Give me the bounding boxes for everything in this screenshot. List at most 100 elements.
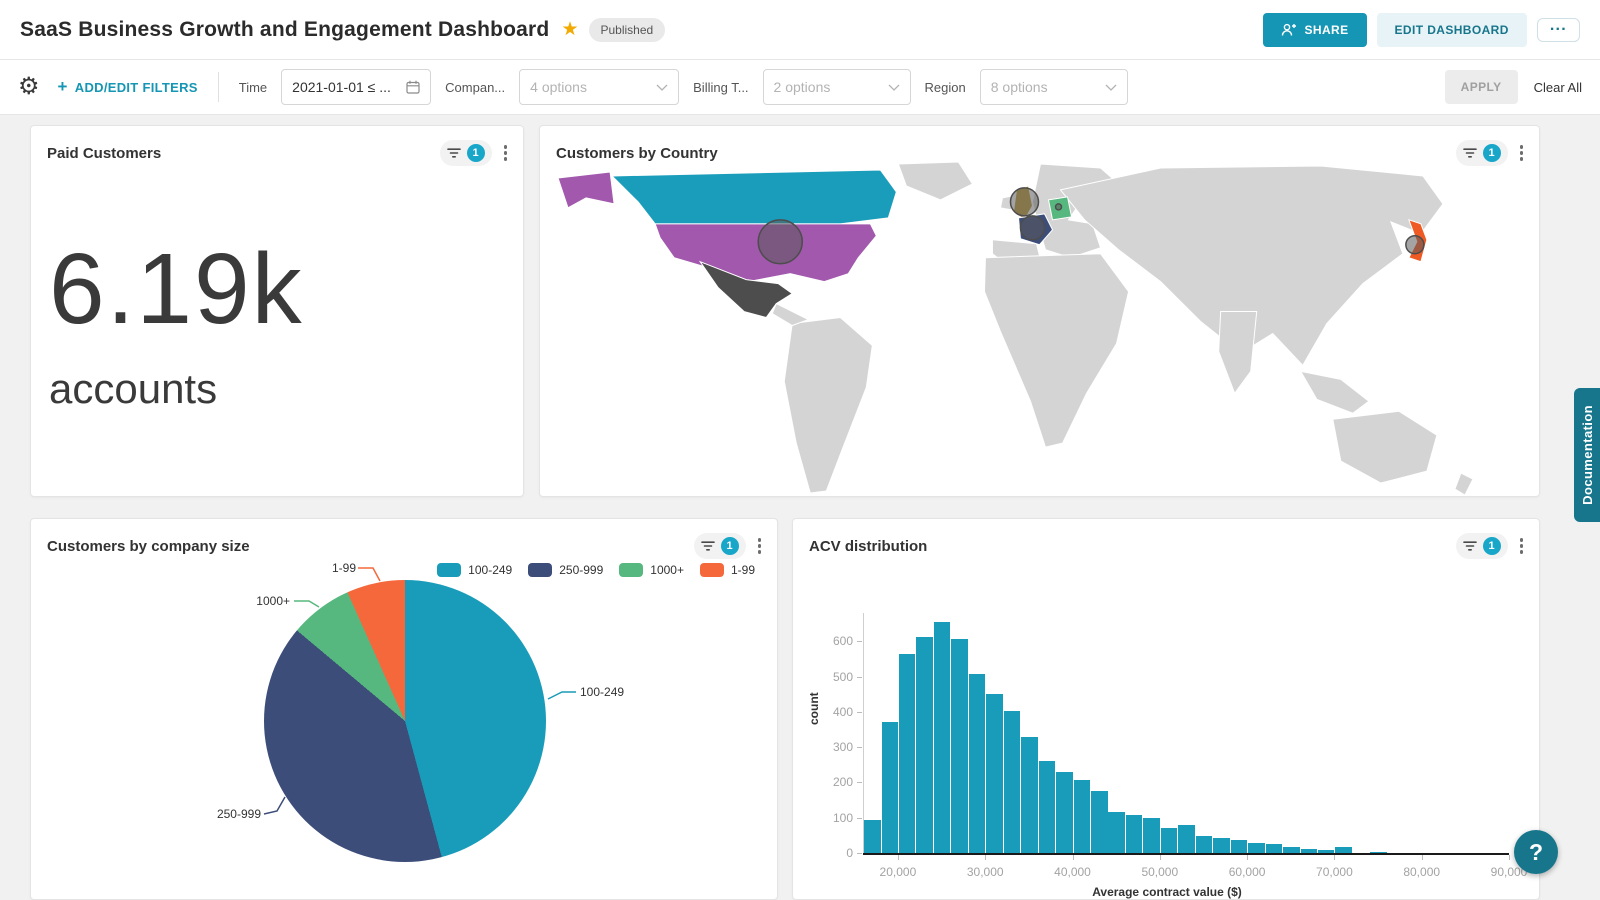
clear-all-button[interactable]: Clear All bbox=[1533, 79, 1582, 95]
x-tick-label: 50,000 bbox=[1141, 865, 1179, 879]
histogram-bar[interactable] bbox=[1213, 837, 1230, 853]
south-america-shape bbox=[783, 317, 873, 494]
documentation-tab[interactable]: Documentation bbox=[1574, 388, 1600, 522]
filter-count-badge: 1 bbox=[466, 144, 485, 162]
histogram-bar[interactable] bbox=[1335, 847, 1352, 853]
kpi-value: 6.19k bbox=[49, 233, 304, 345]
x-axis-label: Average contract value ($) bbox=[1092, 885, 1242, 899]
france-bubble[interactable] bbox=[1019, 215, 1046, 241]
person-plus-icon bbox=[1281, 23, 1296, 36]
histogram-bar[interactable] bbox=[951, 638, 968, 853]
edit-dashboard-label: EDIT DASHBOARD bbox=[1394, 22, 1509, 37]
time-filter-input[interactable]: 2021-01-01 ≤ ... bbox=[281, 69, 432, 105]
legend-item[interactable]: 1000+ bbox=[619, 563, 684, 577]
funnel-icon bbox=[700, 541, 715, 551]
widget-filter-button[interactable]: 1 bbox=[439, 140, 492, 166]
uk-bubble[interactable] bbox=[1009, 187, 1040, 217]
legend-item[interactable]: 100-249 bbox=[437, 563, 512, 577]
share-button-label: SHARE bbox=[1304, 22, 1349, 37]
histogram-bar[interactable] bbox=[1091, 791, 1108, 853]
widget-menu-button[interactable] bbox=[1518, 536, 1526, 556]
histogram-bar[interactable] bbox=[1283, 846, 1300, 853]
widget-filter-button[interactable]: 1 bbox=[1455, 533, 1508, 559]
apply-button[interactable]: APPLY bbox=[1444, 70, 1518, 104]
histogram-bar[interactable] bbox=[864, 819, 881, 853]
region-filter-select[interactable]: 8 options bbox=[979, 69, 1128, 105]
billing-filter-label: Billing T... bbox=[693, 79, 749, 95]
histogram-bar[interactable] bbox=[1003, 711, 1021, 853]
mexico-shape bbox=[698, 260, 794, 319]
divider bbox=[217, 72, 219, 102]
sea-islands-shape bbox=[1299, 370, 1370, 414]
histogram-bar[interactable] bbox=[1108, 811, 1125, 853]
histogram-bar[interactable] bbox=[933, 621, 951, 853]
widget-menu-button[interactable] bbox=[756, 536, 764, 556]
legend-label: 1000+ bbox=[650, 563, 684, 577]
histogram-bar[interactable] bbox=[1178, 824, 1195, 853]
legend-swatch bbox=[619, 563, 644, 577]
histogram-bar[interactable] bbox=[916, 637, 933, 853]
funnel-icon bbox=[1462, 148, 1477, 158]
region-filter-label: Region bbox=[924, 79, 966, 95]
x-tick-label: 20,000 bbox=[879, 865, 917, 879]
x-tick-label: 60,000 bbox=[1228, 865, 1266, 879]
histogram-bar[interactable] bbox=[1195, 836, 1213, 853]
australia-shape bbox=[1332, 410, 1438, 484]
widget-menu-button[interactable] bbox=[1518, 143, 1526, 163]
legend-item[interactable]: 250-999 bbox=[528, 563, 603, 577]
y-tick-label: 500 bbox=[832, 669, 853, 684]
histogram-bar[interactable] bbox=[1248, 843, 1265, 853]
africa-shape bbox=[983, 253, 1130, 448]
legend-swatch bbox=[699, 563, 724, 577]
histogram-bar[interactable] bbox=[1300, 848, 1317, 853]
x-tick-label: 40,000 bbox=[1054, 865, 1091, 879]
pie-chart[interactable] bbox=[264, 580, 546, 862]
histogram-bar[interactable] bbox=[1056, 771, 1073, 853]
plus-icon: + bbox=[57, 77, 68, 96]
more-menu-button[interactable]: ··· bbox=[1536, 17, 1580, 42]
widget-filter-button[interactable]: 1 bbox=[1455, 140, 1508, 166]
histogram-bar[interactable] bbox=[968, 674, 986, 853]
page-title: SaaS Business Growth and Engagement Dash… bbox=[20, 17, 550, 41]
histogram-bar[interactable] bbox=[986, 694, 1003, 853]
edit-dashboard-button[interactable]: EDIT DASHBOARD bbox=[1376, 12, 1527, 47]
india-shape bbox=[1218, 311, 1258, 395]
widget-menu-button[interactable] bbox=[502, 143, 510, 163]
histogram-bar[interactable] bbox=[1021, 736, 1038, 853]
legend-label: 100-249 bbox=[468, 563, 513, 577]
filter-count-badge: 1 bbox=[1482, 537, 1501, 555]
histogram-bar[interactable] bbox=[881, 722, 898, 853]
germany-bubble[interactable] bbox=[1054, 203, 1063, 211]
us-bubble[interactable] bbox=[757, 219, 804, 265]
filter-count-badge: 1 bbox=[1482, 144, 1501, 162]
x-axis-line bbox=[863, 853, 1509, 855]
histogram-bar[interactable] bbox=[1038, 760, 1056, 853]
company-filter-select[interactable]: 4 options bbox=[519, 69, 680, 105]
legend-item[interactable]: 1-99 bbox=[699, 563, 755, 577]
widget-title: Customers by company size bbox=[47, 537, 250, 555]
kpi-unit: accounts bbox=[49, 365, 218, 412]
histogram-bar[interactable] bbox=[1143, 818, 1160, 853]
favorite-star-icon[interactable]: ★ bbox=[561, 19, 579, 40]
histogram-bar[interactable] bbox=[1265, 844, 1283, 853]
japan-bubble[interactable] bbox=[1405, 235, 1425, 255]
billing-filter-select[interactable]: 2 options bbox=[762, 69, 911, 105]
world-map[interactable] bbox=[540, 161, 1539, 496]
widget-filter-button[interactable]: 1 bbox=[693, 533, 746, 559]
histogram-chart[interactable]: count Average contract value ($) 0 100 200… bbox=[793, 555, 1539, 899]
histogram-bar[interactable] bbox=[898, 653, 916, 853]
histogram-bar[interactable] bbox=[1230, 840, 1248, 853]
central-america-shape bbox=[771, 302, 810, 327]
histogram-bar[interactable] bbox=[1317, 850, 1335, 853]
histogram-bar[interactable] bbox=[1073, 780, 1090, 853]
y-tick-label: 100 bbox=[832, 810, 853, 825]
histogram-bar[interactable] bbox=[1160, 827, 1178, 853]
gear-icon[interactable]: ⚙ bbox=[18, 73, 40, 100]
add-edit-filters-button[interactable]: + ADD/EDIT FILTERS bbox=[58, 77, 198, 97]
y-tick-label: 400 bbox=[832, 704, 853, 719]
histogram-bar[interactable] bbox=[1125, 814, 1143, 853]
x-tick-label: 30,000 bbox=[966, 865, 1004, 879]
share-button[interactable]: SHARE bbox=[1262, 12, 1367, 47]
help-button[interactable]: ? bbox=[1514, 830, 1558, 874]
histogram-bar[interactable] bbox=[1370, 851, 1387, 853]
